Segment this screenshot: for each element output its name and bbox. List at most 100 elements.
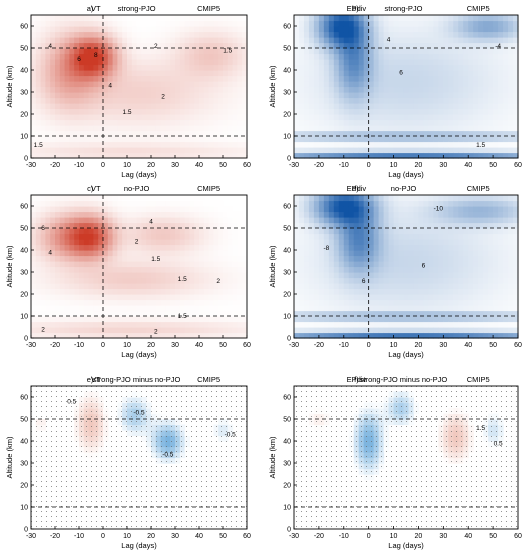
field-cell [463, 42, 469, 49]
field-cell [308, 217, 315, 224]
field-cell [184, 20, 190, 27]
field-cell [194, 86, 200, 93]
field-cell [388, 15, 395, 22]
field-cell [443, 37, 449, 44]
field-shading [31, 15, 248, 159]
field-cell [170, 294, 176, 301]
field-cell [69, 316, 75, 323]
field-cell [493, 261, 499, 268]
field-cell [303, 64, 310, 71]
field-cell [498, 86, 504, 93]
field-cell [199, 310, 205, 317]
field-cell [388, 31, 395, 38]
field-cell [493, 200, 499, 207]
field-cell [103, 255, 109, 262]
field-cell [363, 266, 370, 273]
field-cell [199, 147, 205, 154]
field-cell [498, 211, 504, 218]
field-cell [131, 97, 138, 104]
field-cell [122, 277, 128, 284]
field-cell [50, 316, 56, 323]
field-cell [45, 239, 51, 246]
field-cell [79, 75, 85, 82]
field-cell [136, 53, 142, 60]
field-cell [513, 53, 519, 60]
field-cell [160, 250, 166, 257]
field-cell [433, 332, 439, 339]
field-cell [74, 299, 80, 306]
field-cell [203, 20, 210, 27]
field-cell [151, 228, 157, 235]
field-cell [59, 37, 66, 44]
field-cell [378, 255, 385, 262]
field-cell [141, 130, 147, 137]
field-cell [458, 332, 464, 339]
field-cell [408, 305, 415, 312]
field-cell [508, 228, 514, 235]
field-cell [127, 130, 133, 137]
field-cell [59, 130, 66, 137]
field-cell [413, 200, 420, 207]
field-cell [498, 81, 504, 88]
field-cell [50, 200, 56, 207]
field-cell [199, 125, 205, 132]
field-cell [363, 228, 370, 235]
field-cell [333, 283, 340, 290]
field-cell [146, 114, 152, 121]
field-cell [203, 136, 210, 143]
field-cell [55, 26, 61, 33]
field-cell [388, 239, 395, 246]
field-cell [98, 233, 104, 240]
field-cell [413, 211, 420, 218]
field-cell [338, 239, 345, 246]
field-cell [368, 332, 375, 339]
field-cell [378, 239, 385, 246]
field-cell [242, 42, 248, 49]
field-cell [79, 114, 85, 121]
field-cell [117, 70, 123, 77]
field-cell [308, 31, 315, 38]
field-cell [40, 86, 46, 93]
field-cell [141, 37, 147, 44]
field-cell [69, 233, 75, 240]
field-cell [378, 266, 385, 273]
field-cell [40, 119, 46, 126]
field-cell [232, 211, 238, 218]
field-cell [122, 42, 128, 49]
field-cell [323, 327, 330, 334]
field-cell [199, 15, 205, 22]
field-cell [93, 64, 99, 71]
field-cell [213, 272, 219, 279]
field-cell [155, 266, 162, 273]
field-cell [146, 92, 152, 99]
field-cell [453, 130, 459, 137]
field-cell [473, 206, 479, 213]
field-cell [141, 200, 147, 207]
field-cell [112, 64, 118, 71]
field-cell [69, 211, 75, 218]
field-cell [513, 244, 519, 251]
field-cell [403, 125, 410, 132]
field-cell [107, 53, 114, 60]
field-cell [64, 147, 70, 154]
field-cell [237, 321, 243, 328]
field-cell [418, 299, 425, 306]
field-cell [428, 316, 434, 323]
field-cell [107, 42, 114, 49]
field-cell [88, 26, 94, 33]
field-cell [50, 130, 56, 137]
field-cell [208, 136, 214, 143]
field-cell [237, 130, 243, 137]
field-cell [88, 15, 94, 22]
field-cell [170, 152, 176, 159]
field-cell [503, 114, 509, 121]
field-cell [232, 250, 238, 257]
field-cell [294, 305, 300, 312]
field-cell [448, 277, 454, 284]
field-cell [179, 239, 186, 246]
field-cell [323, 86, 330, 93]
field-cell [398, 119, 405, 126]
field-cell [413, 288, 420, 295]
field-cell [373, 305, 380, 312]
field-cell [170, 42, 176, 49]
